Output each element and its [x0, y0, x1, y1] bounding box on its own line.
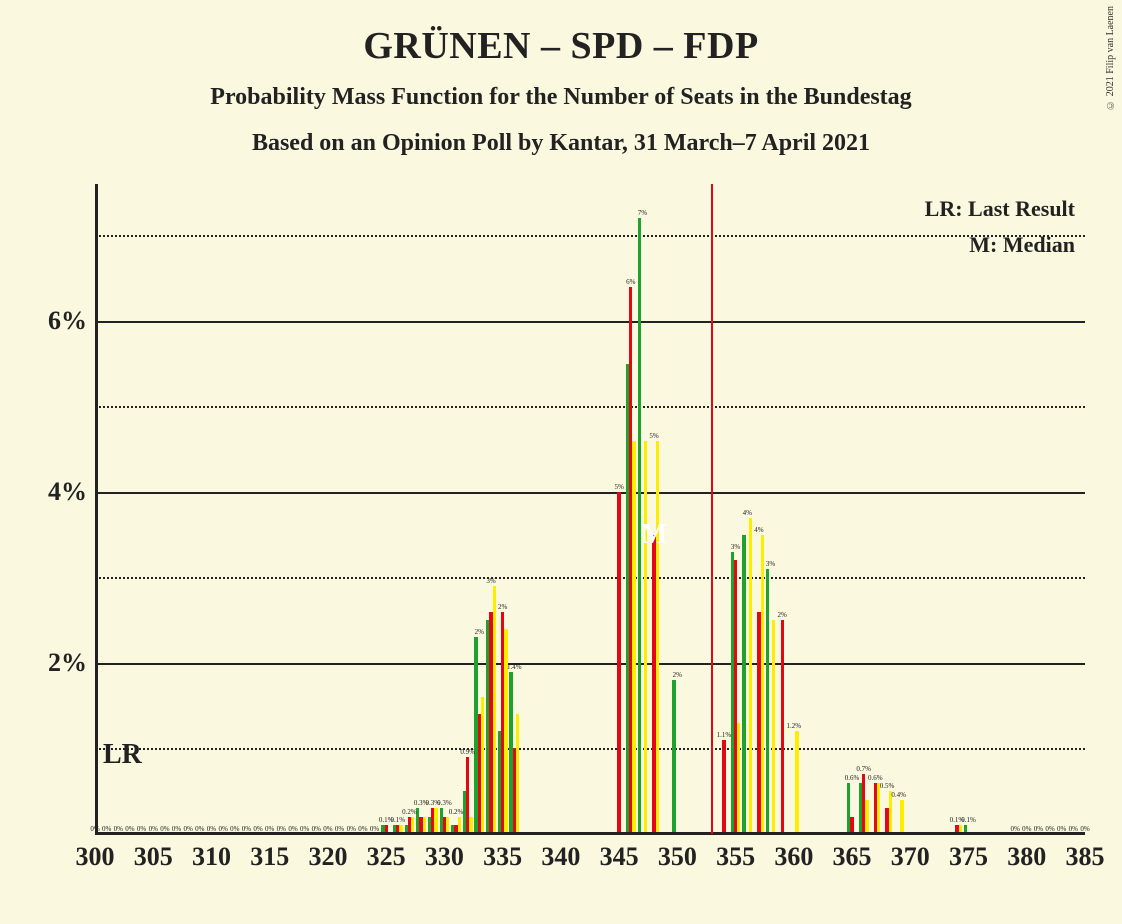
bar-y — [656, 441, 659, 834]
bar-value-label: 0.9% — [460, 748, 475, 756]
gridline-major — [95, 663, 1085, 665]
chart-subtitle-1: Probability Mass Function for the Number… — [0, 84, 1122, 111]
x-tick-label: 350 — [658, 842, 697, 872]
x-axis-line — [95, 832, 1085, 835]
y-tick-label: 2% — [48, 648, 87, 678]
chart-container: © 2021 Filip van Laenen GRÜNEN – SPD – F… — [0, 0, 1122, 924]
gridline-minor — [95, 748, 1085, 750]
y-tick-label: 4% — [48, 477, 87, 507]
y-axis-line — [95, 184, 98, 834]
bar-value-label: 0.1% — [961, 816, 976, 824]
bar-y — [481, 697, 484, 834]
bar-y — [737, 723, 740, 834]
bar-y — [865, 800, 868, 834]
bar-value-label: 0.6% — [868, 774, 883, 782]
bar-y — [761, 535, 764, 834]
bar-y — [493, 586, 496, 834]
bar-value-label: 1.1% — [717, 731, 732, 739]
bar-value-label: 4% — [754, 526, 763, 534]
x-tick-label: 305 — [134, 842, 173, 872]
bar-value-label: 2% — [673, 671, 682, 679]
x-tick-label: 355 — [716, 842, 755, 872]
y-tick-label: 6% — [48, 306, 87, 336]
bar-y — [877, 783, 880, 834]
bar-value-label: 7% — [638, 209, 647, 217]
bar-y — [504, 629, 507, 834]
x-tick-label: 370 — [891, 842, 930, 872]
bar-y — [516, 714, 519, 834]
x-tick-label: 335 — [483, 842, 522, 872]
median-marker: M — [641, 519, 667, 551]
bar-value-label: 6% — [626, 278, 635, 286]
bar-value-label: 1.2% — [787, 722, 802, 730]
x-tick-label: 340 — [541, 842, 580, 872]
legend-m: M: Median — [969, 232, 1075, 258]
bar-value-label: 0.7% — [856, 765, 871, 773]
bar-r — [617, 492, 620, 834]
lr-marker: LR — [103, 739, 142, 771]
bar-value-label: 0.3% — [437, 799, 452, 807]
bar-y — [900, 800, 903, 834]
gridline-minor — [95, 406, 1085, 408]
x-tick-label: 300 — [76, 842, 115, 872]
bar-value-label: 5% — [649, 432, 658, 440]
x-tick-label: 320 — [308, 842, 347, 872]
gridline-minor — [95, 577, 1085, 579]
chart-subtitle-2: Based on an Opinion Poll by Kantar, 31 M… — [0, 130, 1122, 157]
x-tick-label: 345 — [600, 842, 639, 872]
bar-g — [672, 680, 675, 834]
x-tick-label: 385 — [1066, 842, 1105, 872]
x-tick-label: 365 — [833, 842, 872, 872]
bar-y — [632, 441, 635, 834]
bar-value-label: 0.1% — [391, 816, 406, 824]
median-line — [711, 184, 713, 834]
bar-y — [644, 441, 647, 834]
bar-value-label: 0.2% — [402, 808, 417, 816]
bar-value-label: 3% — [486, 577, 495, 585]
bar-value-label: 5% — [614, 483, 623, 491]
x-tick-label: 375 — [949, 842, 988, 872]
legend-lr: LR: Last Result — [925, 196, 1075, 222]
bar-value-label: 2% — [778, 611, 787, 619]
bar-y — [795, 731, 798, 834]
gridline-major — [95, 321, 1085, 323]
bar-g — [766, 569, 769, 834]
bar-y — [749, 518, 752, 834]
bar-value-label: 2% — [475, 628, 484, 636]
bar-value-label: 2% — [498, 603, 507, 611]
bar-g — [742, 535, 745, 834]
bar-value-label: 3% — [731, 543, 740, 551]
x-tick-label: 360 — [774, 842, 813, 872]
chart-title: GRÜNEN – SPD – FDP — [0, 24, 1122, 68]
bar-value-label: 3% — [766, 560, 775, 568]
bar-y — [434, 808, 437, 834]
bar-value-label: 1.4% — [507, 663, 522, 671]
bar-value-label: 0.6% — [845, 774, 860, 782]
bar-value-label: 4% — [743, 509, 752, 517]
bar-value-label: 0.2% — [449, 808, 464, 816]
gridline-minor — [95, 235, 1085, 237]
x-tick-label: 315 — [250, 842, 289, 872]
bar-y — [772, 620, 775, 834]
bar-value-label: 0.4% — [891, 791, 906, 799]
chart-plot-area: 0%0%0%0%0%0%0%0%0%0%0%0%0%0%0%0%0%0%0%0%… — [95, 184, 1085, 834]
x-tick-label: 330 — [425, 842, 464, 872]
x-tick-label: 380 — [1007, 842, 1046, 872]
x-tick-label: 325 — [367, 842, 406, 872]
bar-r — [781, 620, 784, 834]
gridline-major — [95, 492, 1085, 494]
bar-value-label: 0.5% — [880, 782, 895, 790]
bar-r — [722, 740, 725, 834]
x-tick-label: 310 — [192, 842, 231, 872]
